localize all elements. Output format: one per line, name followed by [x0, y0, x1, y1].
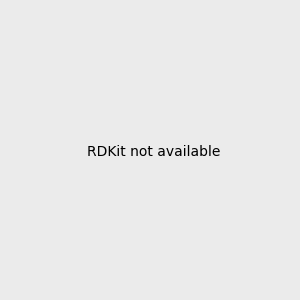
- Text: RDKit not available: RDKit not available: [87, 145, 220, 158]
